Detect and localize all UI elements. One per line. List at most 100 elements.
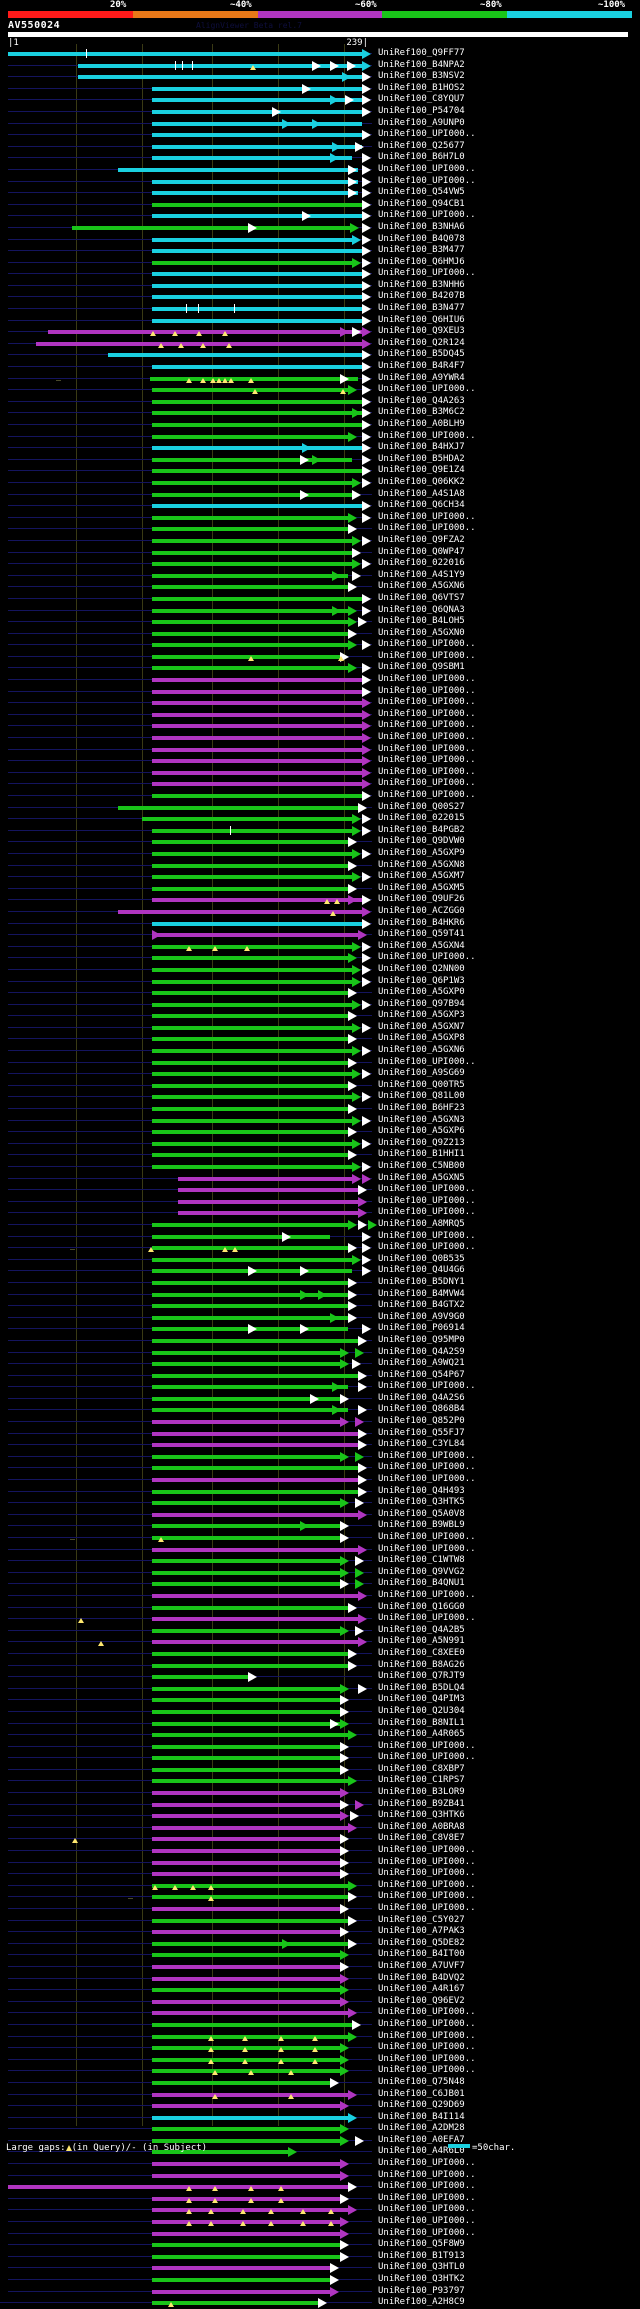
hsp-bar[interactable] — [152, 423, 362, 427]
hsp-arrowhead-0[interactable] — [330, 1312, 339, 1323]
hsp-bar[interactable] — [152, 689, 362, 694]
sequence-label[interactable]: UniRef100_B4R4F7 — [378, 361, 465, 372]
alignment-row[interactable]: UniRef100_UPI000.. — [0, 1544, 640, 1556]
hsp-bar[interactable] — [152, 1107, 348, 1112]
hsp-arrowhead-0[interactable] — [352, 234, 361, 245]
hsp-arrowhead-0[interactable] — [340, 1764, 349, 1775]
hsp-arrowhead-0[interactable] — [348, 988, 357, 999]
sequence-label[interactable]: UniRef100_UPI000.. — [378, 2169, 476, 2180]
hsp-bar[interactable] — [152, 840, 348, 845]
hsp-bar[interactable] — [152, 1976, 340, 1981]
sequence-label[interactable]: UniRef100_C5Y027 — [378, 1914, 465, 1925]
sequence-label[interactable]: UniRef100_C8XEE0 — [378, 1647, 465, 1658]
hsp-arrowhead-0[interactable] — [340, 1834, 349, 1845]
alignment-row[interactable]: UniRef100_B4Q078 — [0, 234, 640, 246]
sequence-label[interactable]: UniRef100_UPI000.. — [378, 743, 476, 754]
hsp-arrowhead-1[interactable] — [355, 1567, 364, 1578]
hsp-arrowhead-0[interactable] — [348, 582, 357, 593]
sequence-label[interactable]: UniRef100_UPI000.. — [378, 1752, 476, 1763]
sequence-label[interactable]: UniRef100_A0EFA7 — [378, 2134, 465, 2145]
alignment-row[interactable]: UniRef100_B8AG26 — [0, 1660, 640, 1672]
hsp-arrowhead-1[interactable] — [355, 1625, 364, 1636]
hsp-arrowhead-2[interactable] — [362, 605, 371, 616]
sequence-label[interactable]: UniRef100_B1HOS2 — [378, 82, 465, 93]
hsp-bar[interactable] — [152, 527, 348, 532]
alignment-row[interactable]: UniRef100_UPI000.. — [0, 1451, 640, 1463]
alignment-row[interactable]: UniRef100_Q16GG0 — [0, 1602, 640, 1614]
hsp-arrowhead-0[interactable] — [302, 83, 311, 94]
sequence-label[interactable]: UniRef100_UPI000.. — [378, 511, 476, 522]
hsp-arrowhead-0[interactable] — [352, 408, 361, 419]
sequence-label[interactable]: UniRef100_B4GTX2 — [378, 1300, 465, 1311]
alignment-row[interactable]: UniRef100_UPI000.. — [0, 210, 640, 222]
sequence-label[interactable]: UniRef100_B4PGB2 — [378, 824, 465, 835]
alignment-row[interactable]: UniRef100_Q4U4G6 — [0, 1265, 640, 1277]
alignment-row[interactable]: UniRef100_Q94CB1 — [0, 199, 640, 211]
hsp-arrowhead-0[interactable] — [340, 2066, 349, 2077]
alignment-row[interactable]: UniRef100_A4R6L0 — [0, 2146, 640, 2158]
hsp-arrowhead-0[interactable] — [348, 1660, 357, 1671]
hsp-bar[interactable] — [152, 365, 362, 370]
hsp-arrowhead-0[interactable] — [362, 315, 371, 326]
alignment-row[interactable]: UniRef100_Q2R124 — [0, 338, 640, 350]
alignment-row[interactable]: UniRef100_A5GXN6 — [0, 581, 640, 593]
hsp-bar[interactable] — [48, 330, 362, 335]
sequence-label[interactable]: UniRef100_UPI000.. — [378, 790, 476, 800]
alignment-row[interactable]: UniRef100_UPI000.. — [0, 2181, 640, 2193]
hsp-arrowhead-0[interactable] — [340, 1996, 349, 2007]
alignment-row[interactable]: UniRef100_A5GXN3 — [0, 1115, 640, 1127]
hsp-arrowhead-0[interactable] — [362, 675, 371, 686]
hsp-arrowhead-0[interactable] — [348, 628, 357, 639]
alignment-row[interactable]: UniRef100_A8MRQ5 — [0, 1219, 640, 1231]
hsp-arrowhead-1[interactable] — [362, 1069, 371, 1080]
hsp-bar[interactable] — [152, 770, 362, 775]
hsp-arrowhead-0[interactable] — [332, 1382, 341, 1393]
hsp-arrowhead-1[interactable] — [362, 663, 371, 674]
alignment-row[interactable]: UniRef100_Q9FF77 — [0, 48, 640, 60]
hsp-bar[interactable] — [152, 1118, 352, 1123]
hsp-bar[interactable] — [152, 307, 362, 312]
hsp-arrowhead-0[interactable] — [332, 570, 341, 581]
sequence-label[interactable]: UniRef100_A5GXM7 — [378, 871, 465, 882]
sequence-label[interactable]: UniRef100_UPI000.. — [378, 674, 476, 685]
hsp-bar[interactable] — [152, 2011, 348, 2016]
sequence-label[interactable]: UniRef100_P06914 — [378, 1323, 465, 1334]
alignment-row[interactable]: UniRef100_B5HDA2 — [0, 454, 640, 466]
hsp-bar[interactable] — [152, 1849, 340, 1854]
alignment-row[interactable]: UniRef100_UPI000.. — [0, 2054, 640, 2066]
hsp-bar[interactable] — [152, 1698, 340, 1703]
alignment-row[interactable]: UniRef100_UPI000.. — [0, 1196, 640, 1208]
hsp-bar[interactable] — [152, 956, 348, 961]
alignment-row[interactable]: UniRef100_UPI000.. — [0, 952, 640, 964]
hsp-arrowhead-0[interactable] — [348, 2031, 357, 2042]
hsp-arrowhead-0[interactable] — [340, 1556, 349, 1567]
sequence-label[interactable]: UniRef100_B4IT00 — [378, 1949, 465, 1960]
sequence-label[interactable]: UniRef100_UPI000.. — [378, 2018, 476, 2029]
hsp-arrowhead-1[interactable] — [300, 1324, 309, 1335]
alignment-row[interactable]: UniRef100_A4S1Y9 — [0, 570, 640, 582]
hsp-bar[interactable] — [152, 1408, 348, 1413]
sequence-label[interactable]: UniRef100_A5GXN4 — [378, 940, 465, 951]
hsp-arrowhead-0[interactable] — [358, 1208, 367, 1219]
hsp-arrowhead-1[interactable] — [362, 512, 371, 523]
hsp-bar[interactable] — [152, 1385, 348, 1390]
hsp-arrowhead-1[interactable] — [362, 106, 371, 117]
sequence-label[interactable]: UniRef100_A5GXN3 — [378, 1114, 465, 1125]
hsp-bar[interactable] — [152, 1489, 358, 1494]
hsp-arrowhead-0[interactable] — [340, 651, 349, 662]
hsp-bar[interactable] — [152, 550, 352, 555]
hsp-arrowhead-0[interactable] — [352, 1115, 361, 1126]
sequence-label[interactable]: UniRef100_UPI000.. — [378, 720, 476, 731]
hsp-bar[interactable] — [36, 341, 362, 346]
hsp-bar[interactable] — [152, 121, 362, 126]
sequence-label[interactable]: UniRef100_Q96EV2 — [378, 1995, 465, 2006]
alignment-row[interactable]: UniRef100_Q6VTS7 — [0, 593, 640, 605]
alignment-row[interactable]: UniRef100_A9UNP0 — [0, 118, 640, 130]
alignment-row[interactable]: UniRef100_Q6HIU6 — [0, 315, 640, 327]
hsp-arrowhead-0[interactable] — [358, 1486, 367, 1497]
hsp-arrowhead-0[interactable] — [248, 222, 257, 233]
alignment-row[interactable]: UniRef100_A5GXN8 — [0, 860, 640, 872]
sequence-label[interactable]: UniRef100_UPI000.. — [378, 175, 476, 186]
hsp-bar[interactable] — [152, 1802, 340, 1807]
sequence-label[interactable]: UniRef100_B4QNU1 — [378, 1578, 465, 1589]
